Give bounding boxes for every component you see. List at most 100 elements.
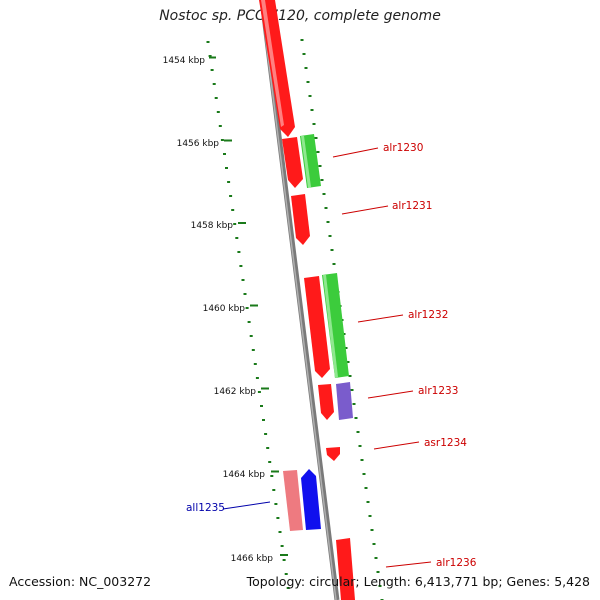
gene-label-all1235[interactable]: all1235 <box>186 502 225 514</box>
gene-features <box>259 0 355 600</box>
tick-label: 1456 kbp <box>177 139 220 149</box>
gene-feature-alr1236[interactable] <box>336 538 355 600</box>
guide-dash <box>280 545 284 547</box>
guide-dash <box>378 585 382 587</box>
gene-feature-alr1231[interactable] <box>291 194 310 245</box>
guide-dash <box>318 165 322 167</box>
guide-dash <box>282 559 286 561</box>
guide-dash <box>330 249 334 251</box>
guide-dash <box>366 501 370 503</box>
guide-dash <box>348 375 352 377</box>
guide-dash <box>247 321 251 323</box>
gene-label-alr1230[interactable]: alr1230 <box>383 142 423 154</box>
guide-dash <box>225 167 228 169</box>
gene-feature-top-shade <box>261 0 284 127</box>
guide-dash <box>284 573 288 575</box>
callout-line-alr1236 <box>385 561 432 568</box>
guide-dash <box>255 377 259 379</box>
guide-dash <box>268 461 272 463</box>
guide-dash <box>368 515 372 517</box>
gene-label-alr1231[interactable]: alr1231 <box>392 200 432 212</box>
tick-label: 1454 kbp <box>163 56 206 66</box>
tick-label: 1466 kbp <box>231 554 274 564</box>
gene-labels: alr1230 alr1231 alr1232 alr1233 asr1234 … <box>186 142 477 569</box>
tick-label: 1462 kbp <box>214 387 257 397</box>
gene-feature-alr1230-shade <box>301 136 311 188</box>
guide-dash <box>272 489 276 491</box>
guide-dash <box>257 391 261 393</box>
guide-dash <box>376 571 380 573</box>
tick-labels: 1454 kbp 1456 kbp 1458 kbp 1460 kbp 1462… <box>163 56 274 564</box>
callout-line-alr1230 <box>332 147 379 158</box>
guide-dash <box>262 419 265 421</box>
guide-dash <box>264 433 268 435</box>
guide-dash <box>241 279 245 281</box>
guide-dash <box>308 95 312 97</box>
guide-dash <box>306 81 310 83</box>
guide-dash <box>356 431 360 433</box>
guide-dash <box>231 209 235 211</box>
guide-dash <box>223 153 226 155</box>
genome-axis <box>259 0 340 600</box>
guide-dash <box>239 265 243 267</box>
guide-dash <box>352 403 356 405</box>
guide-dash <box>233 223 237 225</box>
guide-dash <box>362 473 366 475</box>
guide-dash <box>286 587 290 589</box>
guide-dash <box>278 531 282 533</box>
gene-feature-alr1233-purple[interactable] <box>336 382 353 420</box>
guide-dash <box>218 125 222 127</box>
gene-feature-alr1233[interactable] <box>318 384 334 420</box>
callout-line-alr1231 <box>341 205 389 215</box>
guide-dash <box>316 151 320 153</box>
guide-dash <box>364 487 368 489</box>
guide-dash <box>320 179 324 181</box>
guide-dash <box>206 41 210 43</box>
guide-dash <box>214 97 218 99</box>
guide-dash <box>312 123 316 125</box>
guide-dash <box>328 235 332 237</box>
callout-line-alr1232 <box>357 314 404 323</box>
guide-dash <box>274 503 278 505</box>
gene-label-asr1234[interactable]: asr1234 <box>424 437 467 449</box>
guide-dash <box>229 195 233 197</box>
guide-dash <box>249 335 253 337</box>
gene-label-alr1236[interactable]: alr1236 <box>436 557 477 569</box>
gene-feature-all1235[interactable] <box>301 469 321 530</box>
guide-dash <box>208 55 212 57</box>
guide-dash <box>270 475 274 477</box>
guide-dash <box>266 447 270 449</box>
guide-dash <box>350 389 354 391</box>
callout-lines <box>222 147 432 568</box>
gene-feature-red[interactable] <box>304 276 330 378</box>
guide-dash <box>326 221 330 223</box>
guide-dash <box>260 405 263 407</box>
guide-dash <box>210 69 214 71</box>
guide-dash <box>302 53 306 55</box>
guide-dash <box>235 237 239 239</box>
callout-line-asr1234 <box>373 441 420 450</box>
guide-dash <box>360 459 364 461</box>
guide-dash <box>344 347 348 349</box>
map-title: Nostoc sp. PCC 7120, complete genome <box>159 8 441 24</box>
gene-feature-red[interactable] <box>282 137 303 188</box>
guide-dash <box>374 557 378 559</box>
guide-dash <box>276 517 280 519</box>
guide-dash <box>324 207 328 209</box>
guide-dash <box>354 417 358 419</box>
guide-dash <box>237 251 241 253</box>
guide-dash <box>212 83 216 85</box>
guide-dash <box>243 293 247 295</box>
gene-feature-reverse-pink[interactable] <box>283 470 303 531</box>
gene-label-alr1232[interactable]: alr1232 <box>408 309 448 321</box>
callout-line-alr1233 <box>367 390 414 399</box>
genome-axis-highlight <box>260 0 337 600</box>
tick-label: 1460 kbp <box>203 304 246 314</box>
gene-feature-asr1234[interactable] <box>326 447 340 461</box>
gene-label-alr1233[interactable]: alr1233 <box>418 385 458 397</box>
guide-dash <box>304 67 308 69</box>
gene-feature-alr1232-shade <box>323 275 338 378</box>
guide-dash <box>358 445 362 447</box>
